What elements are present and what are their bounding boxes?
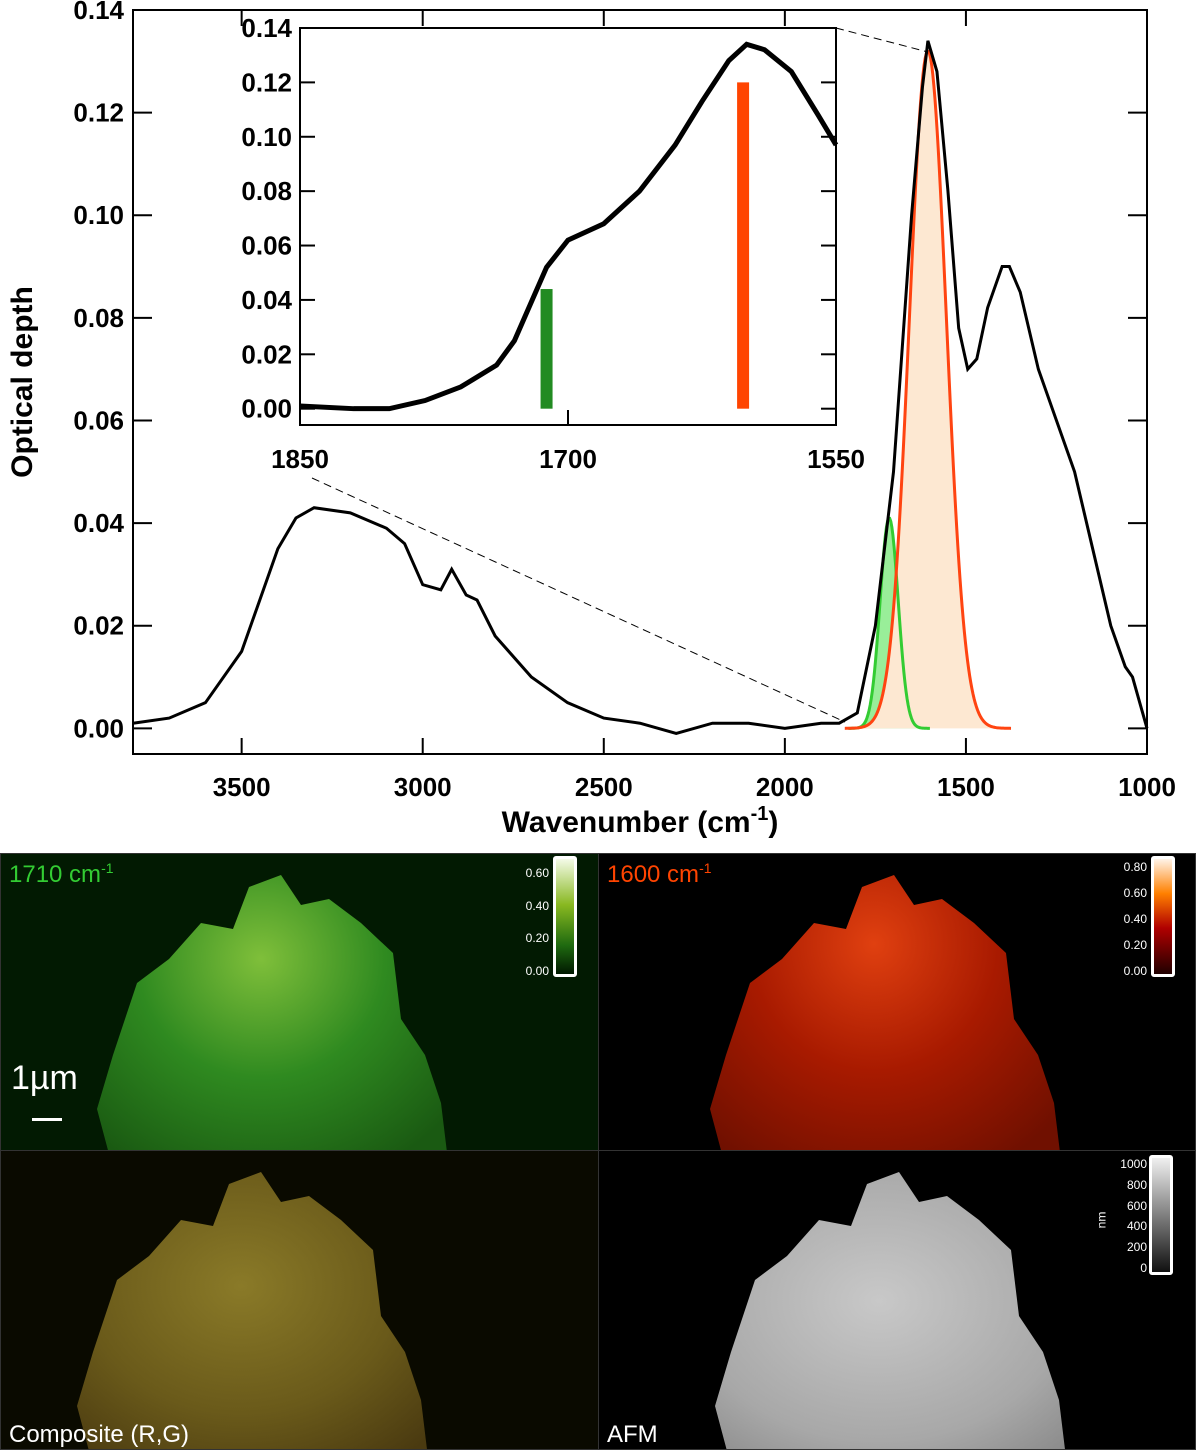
x-tick-label: 1000: [1118, 772, 1176, 802]
colorbar-tick-label: 400: [1126, 1219, 1147, 1234]
y-tick-label: 0.04: [73, 508, 124, 538]
inset-y-tick-label: 0.00: [241, 394, 292, 424]
colorbar-tick-label: 0.60: [525, 866, 549, 880]
colorbar-tick-label: 200: [1126, 1240, 1147, 1255]
particle-map-composite: [77, 1172, 429, 1449]
y-tick-label: 0.12: [73, 98, 124, 128]
colorbar-tick-label: 0: [1140, 1261, 1147, 1275]
spectrum-chart: 3500 3000 2500 2000 1500 1000 0.00 0.02 0.04 0.06…: [6, 0, 1176, 839]
colorbar-tick-label: 1000: [1120, 1157, 1147, 1171]
particle-map-green: [97, 875, 449, 1150]
colorbar-tick-label: 600: [1126, 1198, 1147, 1213]
panel-title: AFM: [607, 1421, 658, 1448]
zoom-dash-top: [835, 27, 929, 53]
zoom-dash-bottom: [311, 477, 846, 723]
y-tick-label: 0.08: [73, 303, 124, 333]
x-tick-label: 3000: [394, 772, 452, 802]
colorbar-tick-label: 0.20: [1123, 938, 1147, 952]
inset-x-tick-label: 1850: [271, 444, 329, 474]
y-tick-label: 0.10: [73, 200, 124, 230]
panel-title: Composite (R,G): [9, 1421, 190, 1448]
colorbar-tick-label: 0.00: [525, 964, 549, 978]
inset-spectrum-line: [299, 41, 839, 412]
colorbar-tick-label: 0.40: [525, 898, 549, 913]
y-axis-label: Optical depth: [6, 286, 39, 478]
colorbar-tick-label: 0.20: [525, 931, 549, 946]
y-tick-label: 0.02: [73, 611, 124, 641]
x-tick-label: 2500: [575, 772, 633, 802]
x-tick-label: 1500: [937, 772, 995, 802]
inset-y-tick-label: 0.08: [241, 176, 292, 206]
colorbar-tick-label: 0.00: [1123, 964, 1147, 978]
inset-y-tick-label: 0.02: [241, 339, 292, 369]
afm-height-map: [715, 1172, 1067, 1449]
inset-bar-0: [540, 289, 553, 409]
particle-map-red: [710, 875, 1062, 1150]
scale-bar: [32, 1118, 62, 1121]
colorbar-tick-label: 0.60: [1123, 886, 1147, 900]
gaussian-fill-1: [844, 51, 1012, 729]
inset-y-tick-label: 0.12: [241, 67, 292, 97]
panel-afm: AFM nm 1000 800 600 400 200 0: [598, 1150, 1196, 1450]
y-tick-label: 0.14: [73, 0, 124, 25]
colorbar: [1149, 1155, 1173, 1275]
main-axes-frame: [132, 9, 1148, 755]
panel-1600: 1600 cm-1 0.80 0.60 0.40 0.20 0.00: [598, 853, 1196, 1151]
colorbar-tick-label: 0.40: [1123, 912, 1147, 926]
y-tick-label: 0.00: [73, 713, 124, 743]
panel-1710: 1710 cm-1 0.60 0.40 0.20 0.00 1µm: [0, 853, 599, 1151]
scale-bar-label: 1µm: [11, 1059, 78, 1097]
x-tick-label: 2000: [756, 772, 814, 802]
inset-x-tick-label: 1700: [539, 444, 597, 474]
inset-y-tick-label: 0.06: [241, 231, 292, 261]
inset-frame-bg: [300, 28, 836, 425]
inset-bar-1: [737, 82, 750, 409]
panel-title: 1710 cm-1: [9, 860, 114, 888]
x-axis-label: Wavenumber (cm-1): [502, 803, 779, 839]
colorbar: [1151, 856, 1175, 977]
inset-x-tick-label: 1550: [807, 444, 865, 474]
x-tick-label: 3500: [213, 772, 271, 802]
colorbar-tick-label: 0.80: [1123, 860, 1147, 874]
spectrum-line: [132, 40, 1149, 736]
inset-y-tick-label: 0.04: [241, 285, 292, 315]
colorbar-tick-label: 800: [1126, 1177, 1147, 1192]
y-tick-label: 0.06: [73, 405, 124, 435]
panel-title: 1600 cm-1: [607, 860, 712, 888]
panel-composite: Composite (R,G): [0, 1150, 599, 1450]
inset-y-tick-label: 0.10: [241, 122, 292, 152]
gaussian-fill-0: [848, 518, 930, 729]
colorbar: [553, 856, 577, 977]
inset-y-tick-label: 0.14: [241, 13, 292, 43]
